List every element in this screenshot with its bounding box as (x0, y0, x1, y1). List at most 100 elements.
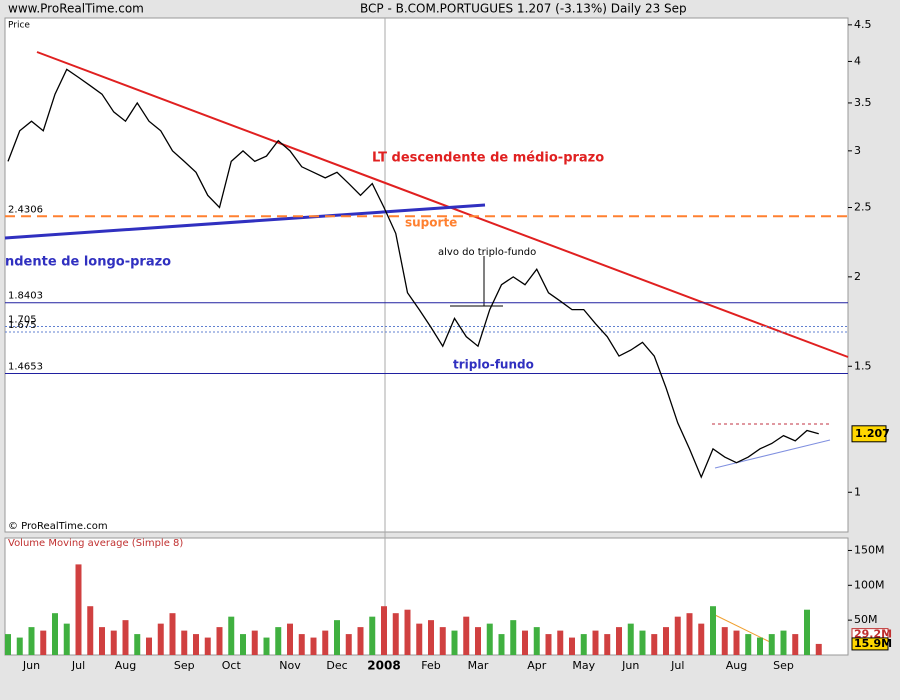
volume-bar (768, 634, 775, 655)
annotation: triplo-fundo (453, 358, 534, 372)
x-tick-label: May (572, 659, 595, 672)
volume-bar (686, 613, 693, 655)
volume-bar (287, 623, 293, 655)
volume-trend (714, 614, 771, 643)
volume-title: Volume Moving average (Simple 8) (8, 538, 183, 549)
volume-bar (193, 634, 199, 655)
y-tick-label: 4 (854, 54, 861, 67)
x-tick-label: Aug (115, 659, 136, 672)
level-label: 1.705 (8, 314, 37, 325)
volume-bar (780, 630, 787, 655)
volume-bar (416, 623, 423, 655)
volume-bar (169, 613, 176, 655)
volume-bar (298, 634, 305, 655)
volume-bar (757, 637, 763, 655)
volume-bar (334, 620, 340, 655)
volume-bar (99, 627, 105, 655)
x-tick-label: 2008 (367, 659, 400, 673)
volume-bar (522, 630, 528, 655)
volume-bar (674, 616, 681, 655)
volume-bar (146, 637, 152, 655)
trend-line (4, 203, 486, 240)
x-tick-label: Aug (726, 659, 747, 672)
volume-bar (240, 634, 246, 655)
trend-line (714, 439, 831, 469)
volume-bar (545, 634, 552, 655)
volume-bar (533, 627, 540, 655)
x-tick-label: Jun (621, 659, 639, 672)
volume-bar (5, 634, 11, 655)
annotation: ndente de longo-prazo (5, 255, 171, 270)
volume-bar (463, 616, 470, 655)
level-label: 1.675 (8, 320, 37, 331)
volume-bar (134, 634, 141, 655)
volume-bar (345, 634, 352, 655)
volume-box-label: 15.9M (854, 637, 892, 650)
volume-bar (815, 643, 822, 655)
volume-bar (592, 630, 599, 655)
volume-bar (404, 609, 411, 655)
y-tick-label: 1.5 (854, 359, 872, 372)
volume-bar (569, 637, 575, 655)
volume-bar (28, 627, 35, 655)
volume-bar (804, 609, 810, 655)
x-tick-label: Sep (773, 659, 794, 672)
price-box (851, 425, 887, 443)
x-tick-label: Feb (421, 659, 440, 672)
trend-line (36, 51, 849, 358)
volume-bar (310, 637, 317, 655)
y-tick-label: 100M (854, 578, 885, 591)
volume-bar (381, 606, 387, 655)
volume-bar (275, 627, 282, 655)
volume-bar (486, 623, 493, 655)
volume-bar (475, 627, 481, 655)
y-tick-label: 3.5 (854, 96, 872, 109)
annotation: suporte (405, 216, 457, 230)
volume-bar (181, 630, 188, 655)
volume-bar (557, 630, 564, 655)
x-tick-label: Dec (326, 659, 347, 672)
volume-bar (263, 637, 270, 655)
volume-panel (4, 537, 849, 656)
volume-bar (110, 630, 117, 655)
volume-bar (63, 623, 70, 655)
volume-bar (698, 623, 705, 655)
volume-bar (157, 623, 164, 655)
x-tick-label: Jul (71, 659, 85, 672)
volume-bar (498, 634, 505, 655)
y-tick-label: 150M (854, 543, 885, 556)
volume-bar (663, 627, 669, 655)
title: BCP - B.COM.PORTUGUES 1.207 (-3.13%) Dai… (360, 2, 687, 16)
volume-bar (75, 564, 82, 655)
volume-bar (52, 613, 58, 655)
volume-bar (710, 606, 716, 655)
volume-bar (428, 620, 434, 655)
volume-box-label: 29.2M (854, 628, 892, 641)
x-tick-label: Nov (279, 659, 301, 672)
volume-bar (733, 630, 740, 655)
price-panel (4, 17, 849, 533)
volume-bar (87, 606, 94, 655)
volume-bar (580, 634, 587, 655)
volume-bar (216, 627, 223, 655)
level-label: 2.4306 (8, 204, 43, 215)
volume-bar (451, 630, 458, 655)
volume-bar (604, 634, 611, 655)
volume-bar (204, 637, 211, 655)
price-box-label: 1.207 (855, 427, 890, 440)
x-tick-label: Apr (527, 659, 547, 672)
volume-bar (16, 637, 23, 655)
level-label: 1.8403 (8, 291, 43, 302)
volume-bar (651, 634, 658, 655)
volume-bar (627, 623, 634, 655)
x-tick-label: Jul (670, 659, 684, 672)
y-tick-label: 50M (854, 613, 878, 626)
annotation: alvo do triplo-fundo (438, 247, 536, 258)
price-line (7, 68, 819, 479)
volume-bar (792, 634, 799, 655)
volume-box (851, 637, 889, 651)
volume-bar (251, 630, 258, 655)
y-tick-label: 2 (854, 270, 861, 283)
x-tick-label: Oct (222, 659, 242, 672)
